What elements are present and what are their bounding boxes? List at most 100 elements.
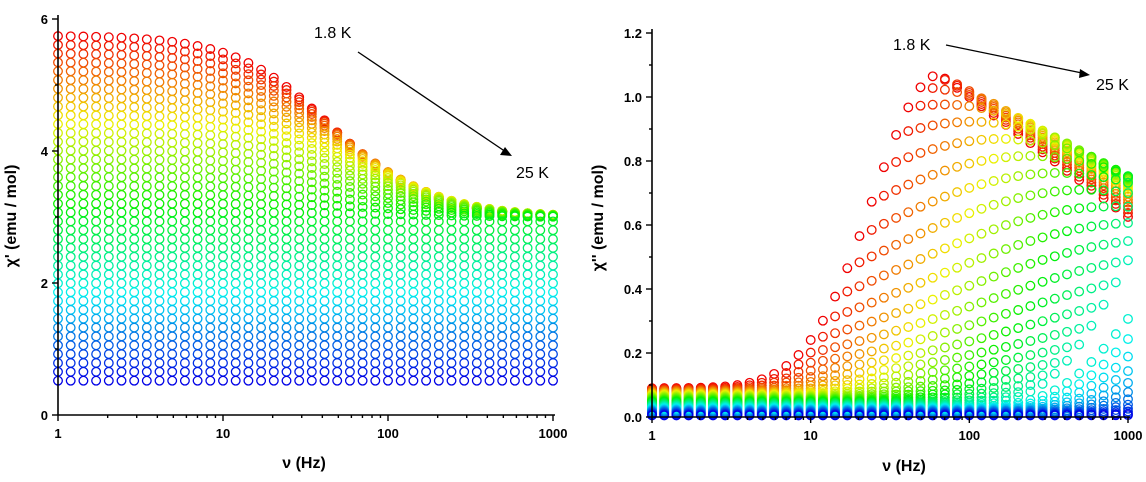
chi-double-prime-point <box>1074 323 1085 334</box>
chi-prime-point <box>509 366 520 377</box>
chi-prime-point <box>294 161 305 172</box>
chi-double-prime-point <box>866 383 877 394</box>
chi-prime-point <box>141 93 152 104</box>
chi-double-prime-arrow-head <box>1079 69 1090 78</box>
chi-prime-point <box>446 313 457 324</box>
chi-prime-point <box>167 61 178 72</box>
chi-prime-point <box>408 234 419 245</box>
chi-prime-point <box>154 242 165 253</box>
chi-prime-point <box>370 304 381 315</box>
chi-prime-point <box>446 296 457 306</box>
chi-double-prime-point <box>903 102 914 113</box>
chi-prime-point <box>256 234 267 245</box>
chi-prime-point <box>167 207 178 218</box>
chi-double-prime-point <box>988 176 999 186</box>
chi-prime-series-28 <box>53 269 558 280</box>
chi-prime-point <box>319 153 330 164</box>
chi-prime-point <box>459 304 470 315</box>
chi-double-prime-y-tick-label: 0.4 <box>624 282 643 297</box>
chi-prime-point <box>154 313 165 324</box>
chi-prime-point <box>294 331 305 342</box>
chi-double-prime-point <box>1037 168 1048 179</box>
chi-prime-y-axis-label: χ' (emu / mol) <box>3 165 20 268</box>
chi-prime-point <box>306 260 317 271</box>
chi-double-prime-series-17 <box>647 147 1133 405</box>
chi-prime-point <box>522 313 533 324</box>
chi-double-prime-point <box>1013 284 1024 295</box>
chi-prime-point <box>471 340 482 351</box>
chi-prime-point <box>395 287 406 298</box>
chi-double-prime-point <box>952 187 963 198</box>
chi-prime-point <box>408 313 419 324</box>
chi-prime-point <box>294 296 305 306</box>
chi-double-prime-point <box>793 350 804 360</box>
chi-prime-point <box>230 85 241 96</box>
chi-prime-point <box>370 170 381 181</box>
chi-prime-point <box>129 349 140 360</box>
chi-prime-point <box>497 260 508 271</box>
chi-prime-point <box>243 331 254 342</box>
chi-prime-point <box>535 287 546 298</box>
chi-prime-point <box>548 260 558 271</box>
chi-prime-point <box>129 198 140 209</box>
chi-double-prime-point <box>891 212 902 223</box>
chi-prime-point <box>319 304 330 315</box>
chi-prime-point <box>129 313 140 324</box>
chi-double-prime-point <box>1123 403 1133 414</box>
chi-prime-point <box>192 190 203 201</box>
chi-double-prime-point <box>988 329 999 340</box>
chi-prime-point <box>103 313 114 324</box>
chi-prime-point <box>459 331 470 342</box>
chi-prime-point <box>91 216 102 227</box>
chi-prime-point <box>294 134 305 145</box>
chi-prime-point <box>344 149 355 160</box>
chi-prime-point <box>205 234 216 245</box>
chi-prime-point <box>116 128 127 139</box>
chi-prime-point <box>243 95 254 106</box>
chi-prime-point <box>116 154 127 165</box>
chi-prime-point <box>548 225 558 236</box>
chi-prime-point <box>509 375 520 386</box>
chi-prime-point <box>141 234 152 245</box>
chi-double-prime-series-12 <box>647 124 1133 401</box>
chi-double-prime-point <box>1025 301 1036 312</box>
chi-prime-point <box>446 269 457 280</box>
chi-prime-point <box>484 349 495 360</box>
chi-prime-point <box>205 278 216 289</box>
chi-double-prime-point <box>1000 365 1011 376</box>
chi-prime-point <box>395 296 406 306</box>
chi-double-prime-point <box>1098 260 1109 271</box>
chi-prime-point <box>370 191 381 202</box>
chi-prime-point <box>294 122 305 133</box>
chi-double-prime-point <box>1062 309 1072 320</box>
chi-double-prime-point <box>915 410 926 421</box>
chi-double-prime-point <box>952 305 963 316</box>
chi-double-prime-point <box>842 263 853 274</box>
chi-prime-point <box>65 358 76 368</box>
chi-prime-point <box>306 192 317 203</box>
chi-prime-y-tick-label: 4 <box>41 144 49 159</box>
chi-double-prime-point <box>854 257 865 268</box>
chi-double-prime-point <box>964 370 975 381</box>
chi-prime-point <box>167 358 178 368</box>
chi-prime-point <box>471 260 482 271</box>
chi-prime-point <box>535 340 546 351</box>
chi-prime-point <box>167 94 178 105</box>
chi-prime-point <box>281 138 292 149</box>
chi-prime-point <box>65 304 76 315</box>
chi-double-prime-point <box>1013 410 1024 421</box>
chi-prime-point <box>497 366 508 377</box>
chi-prime-point <box>65 278 76 289</box>
chi-prime-point <box>103 154 114 165</box>
chi-double-prime-point <box>939 118 950 129</box>
chi-prime-point <box>116 304 127 315</box>
chi-prime-point <box>141 340 152 351</box>
chi-prime-point <box>421 260 432 271</box>
chi-prime-point <box>65 136 76 147</box>
chi-prime-point <box>497 304 508 315</box>
chi-double-prime-point <box>878 218 889 229</box>
chi-double-prime-point <box>817 371 828 382</box>
chi-prime-point <box>344 358 355 368</box>
chi-double-prime-point <box>903 152 914 163</box>
chi-prime-point <box>383 322 393 333</box>
